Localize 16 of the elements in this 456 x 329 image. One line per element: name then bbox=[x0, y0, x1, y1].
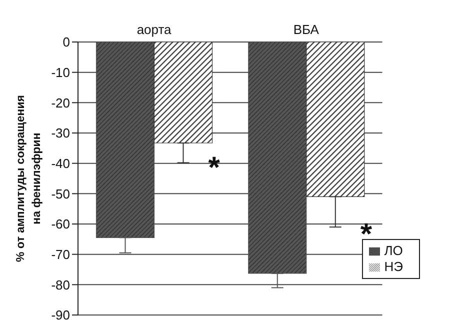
y-tick-label: -60 bbox=[51, 216, 70, 232]
annotation: * bbox=[360, 218, 372, 252]
y-tick-label: -70 bbox=[51, 246, 70, 262]
y-axis-title: % от амплитуды сокращения на фенилэфрин bbox=[15, 95, 43, 262]
y-tick-label: -90 bbox=[51, 308, 70, 323]
y-tick-label: -40 bbox=[51, 156, 70, 171]
y-tick-label: -80 bbox=[51, 277, 70, 292]
y-tick-label: -50 bbox=[51, 186, 70, 202]
y-tick-label: -10 bbox=[51, 64, 70, 80]
y-tick-label: -30 bbox=[51, 126, 70, 141]
legend-label: НЭ bbox=[384, 259, 403, 274]
x-tick-label: ВБА bbox=[293, 22, 320, 37]
y-tick-label: -20 bbox=[51, 95, 70, 110]
x-tick-label: аорта bbox=[136, 22, 172, 37]
y-tick-label: 0 bbox=[62, 34, 70, 50]
legend-label: ЛО bbox=[384, 243, 403, 258]
